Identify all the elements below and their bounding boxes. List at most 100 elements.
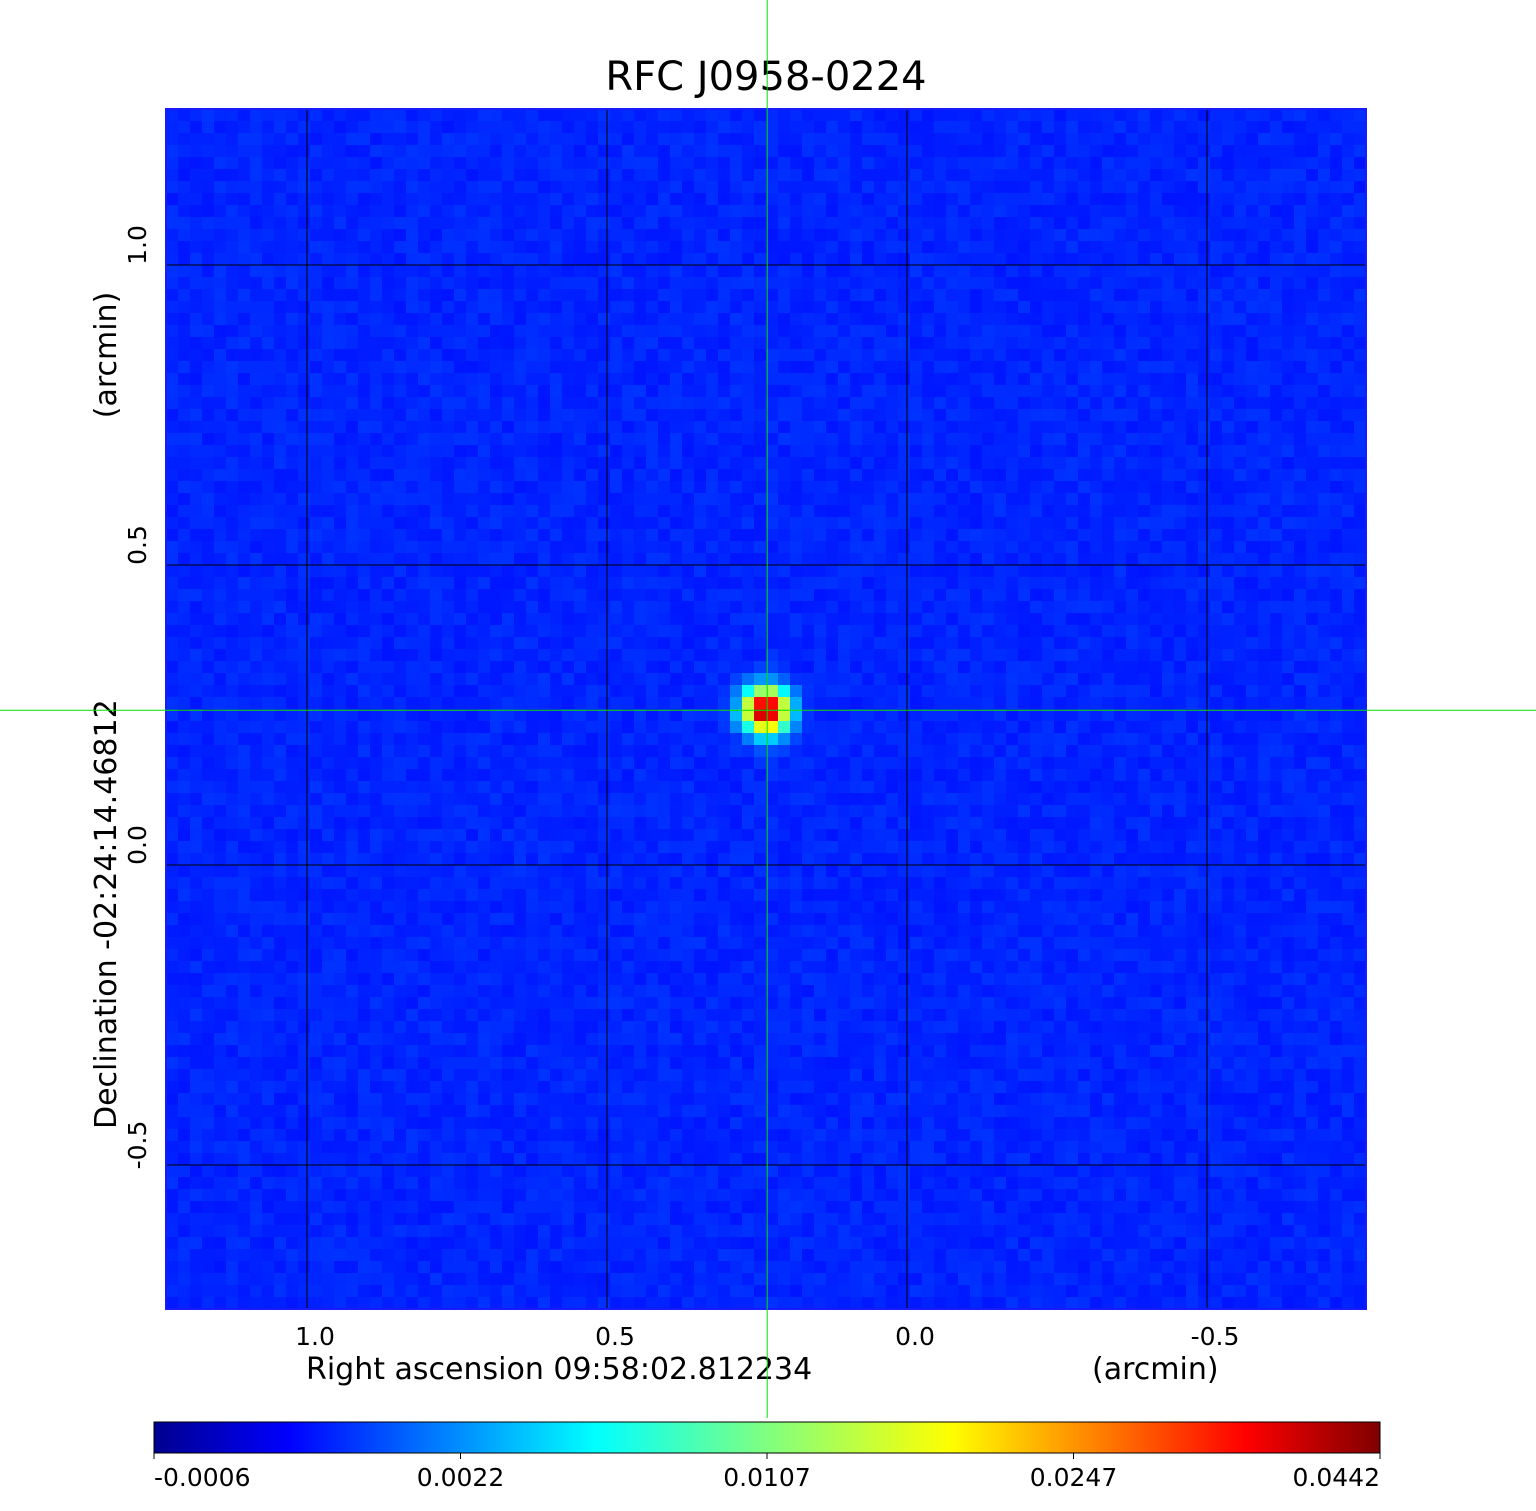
heatmap-cell (310, 145, 323, 158)
heatmap-cell (454, 253, 467, 266)
heatmap-cell (298, 517, 311, 530)
heatmap-cell (1234, 337, 1247, 350)
heatmap-cell (658, 145, 671, 158)
heatmap-cell (562, 193, 575, 206)
heatmap-cell (802, 505, 815, 518)
heatmap-cell (754, 613, 767, 626)
heatmap-cell (478, 325, 491, 338)
heatmap-cell (406, 397, 419, 410)
heatmap-cell (1126, 253, 1139, 266)
heatmap-cell (190, 121, 203, 134)
heatmap-cell (1126, 661, 1139, 674)
heatmap-cell (322, 625, 335, 638)
heatmap-cell (598, 253, 611, 266)
heatmap-cell (1246, 217, 1259, 230)
heatmap-cell (910, 205, 923, 218)
heatmap-cell (1078, 277, 1091, 290)
heatmap-cell (670, 505, 683, 518)
heatmap-cell (1006, 577, 1019, 590)
heatmap-cell (994, 277, 1007, 290)
heatmap-cell (1210, 577, 1223, 590)
heatmap-cell (1030, 565, 1043, 578)
heatmap-cell (826, 121, 839, 134)
heatmap-cell (1018, 469, 1031, 482)
heatmap-cell (1018, 385, 1031, 398)
heatmap-cell (166, 385, 179, 398)
heatmap-cell (1102, 169, 1115, 182)
heatmap-cell (1354, 217, 1367, 230)
heatmap-cell (190, 349, 203, 362)
heatmap-cell (1126, 397, 1139, 410)
heatmap-cell (922, 385, 935, 398)
heatmap-cell (1318, 157, 1331, 170)
heatmap-cell (778, 409, 791, 422)
heatmap-cell (382, 301, 395, 314)
heatmap-cell (1246, 133, 1259, 146)
heatmap-cell (682, 517, 695, 530)
heatmap-cell (874, 121, 887, 134)
heatmap-cell (766, 301, 779, 314)
heatmap-cell (1030, 409, 1043, 422)
heatmap-cell (670, 337, 683, 350)
heatmap-cell (706, 409, 719, 422)
heatmap-cell (862, 337, 875, 350)
heatmap-cell (214, 373, 227, 386)
heatmap-cell (814, 565, 827, 578)
heatmap-cell (190, 457, 203, 470)
heatmap-cell (418, 265, 431, 278)
heatmap-cell (214, 157, 227, 170)
heatmap-cell (838, 325, 851, 338)
heatmap-cell (1270, 385, 1283, 398)
heatmap-cell (1018, 613, 1031, 626)
heatmap-cell (358, 493, 371, 506)
heatmap-cell (1222, 145, 1235, 158)
heatmap-cell (502, 133, 515, 146)
heatmap-cell (334, 553, 347, 566)
heatmap-cell (454, 373, 467, 386)
heatmap-cell (394, 565, 407, 578)
heatmap-cell (802, 469, 815, 482)
heatmap-cell (550, 541, 563, 554)
heatmap-cell (1294, 397, 1307, 410)
heatmap-cell (1234, 661, 1247, 674)
heatmap-cell (946, 457, 959, 470)
heatmap-cell (598, 349, 611, 362)
heatmap-cell (274, 601, 287, 614)
heatmap-cell (934, 565, 947, 578)
heatmap-cell (730, 493, 743, 506)
heatmap-cell (238, 349, 251, 362)
heatmap-cell (742, 661, 755, 674)
heatmap-cell (478, 181, 491, 194)
heatmap-cell (322, 229, 335, 242)
heatmap-cell (1066, 433, 1079, 446)
heatmap-cell (598, 361, 611, 374)
heatmap-cell (598, 601, 611, 614)
heatmap-cell (1042, 409, 1055, 422)
heatmap-cell (1306, 313, 1319, 326)
heatmap-cell (682, 349, 695, 362)
heatmap-cell (994, 385, 1007, 398)
heatmap-cell (754, 445, 767, 458)
heatmap-cell (1174, 529, 1187, 542)
heatmap-cell (430, 637, 443, 650)
heatmap-cell (526, 625, 539, 638)
heatmap-cell (646, 241, 659, 254)
heatmap-cell (706, 121, 719, 134)
heatmap-cell (1342, 121, 1355, 134)
heatmap-cell (574, 133, 587, 146)
heatmap-cell (982, 493, 995, 506)
heatmap-cell (358, 229, 371, 242)
heatmap-cell (946, 337, 959, 350)
heatmap-cell (694, 265, 707, 278)
heatmap-cell (826, 613, 839, 626)
heatmap-cell (922, 697, 935, 710)
heatmap-cell (526, 697, 539, 710)
heatmap-cell (778, 121, 791, 134)
heatmap-cell (1174, 313, 1187, 326)
heatmap-cell (262, 697, 275, 710)
heatmap-cell (430, 229, 443, 242)
heatmap-cell (1030, 169, 1043, 182)
heatmap-cell (1246, 181, 1259, 194)
heatmap-cell (502, 697, 515, 710)
heatmap-cell (286, 505, 299, 518)
